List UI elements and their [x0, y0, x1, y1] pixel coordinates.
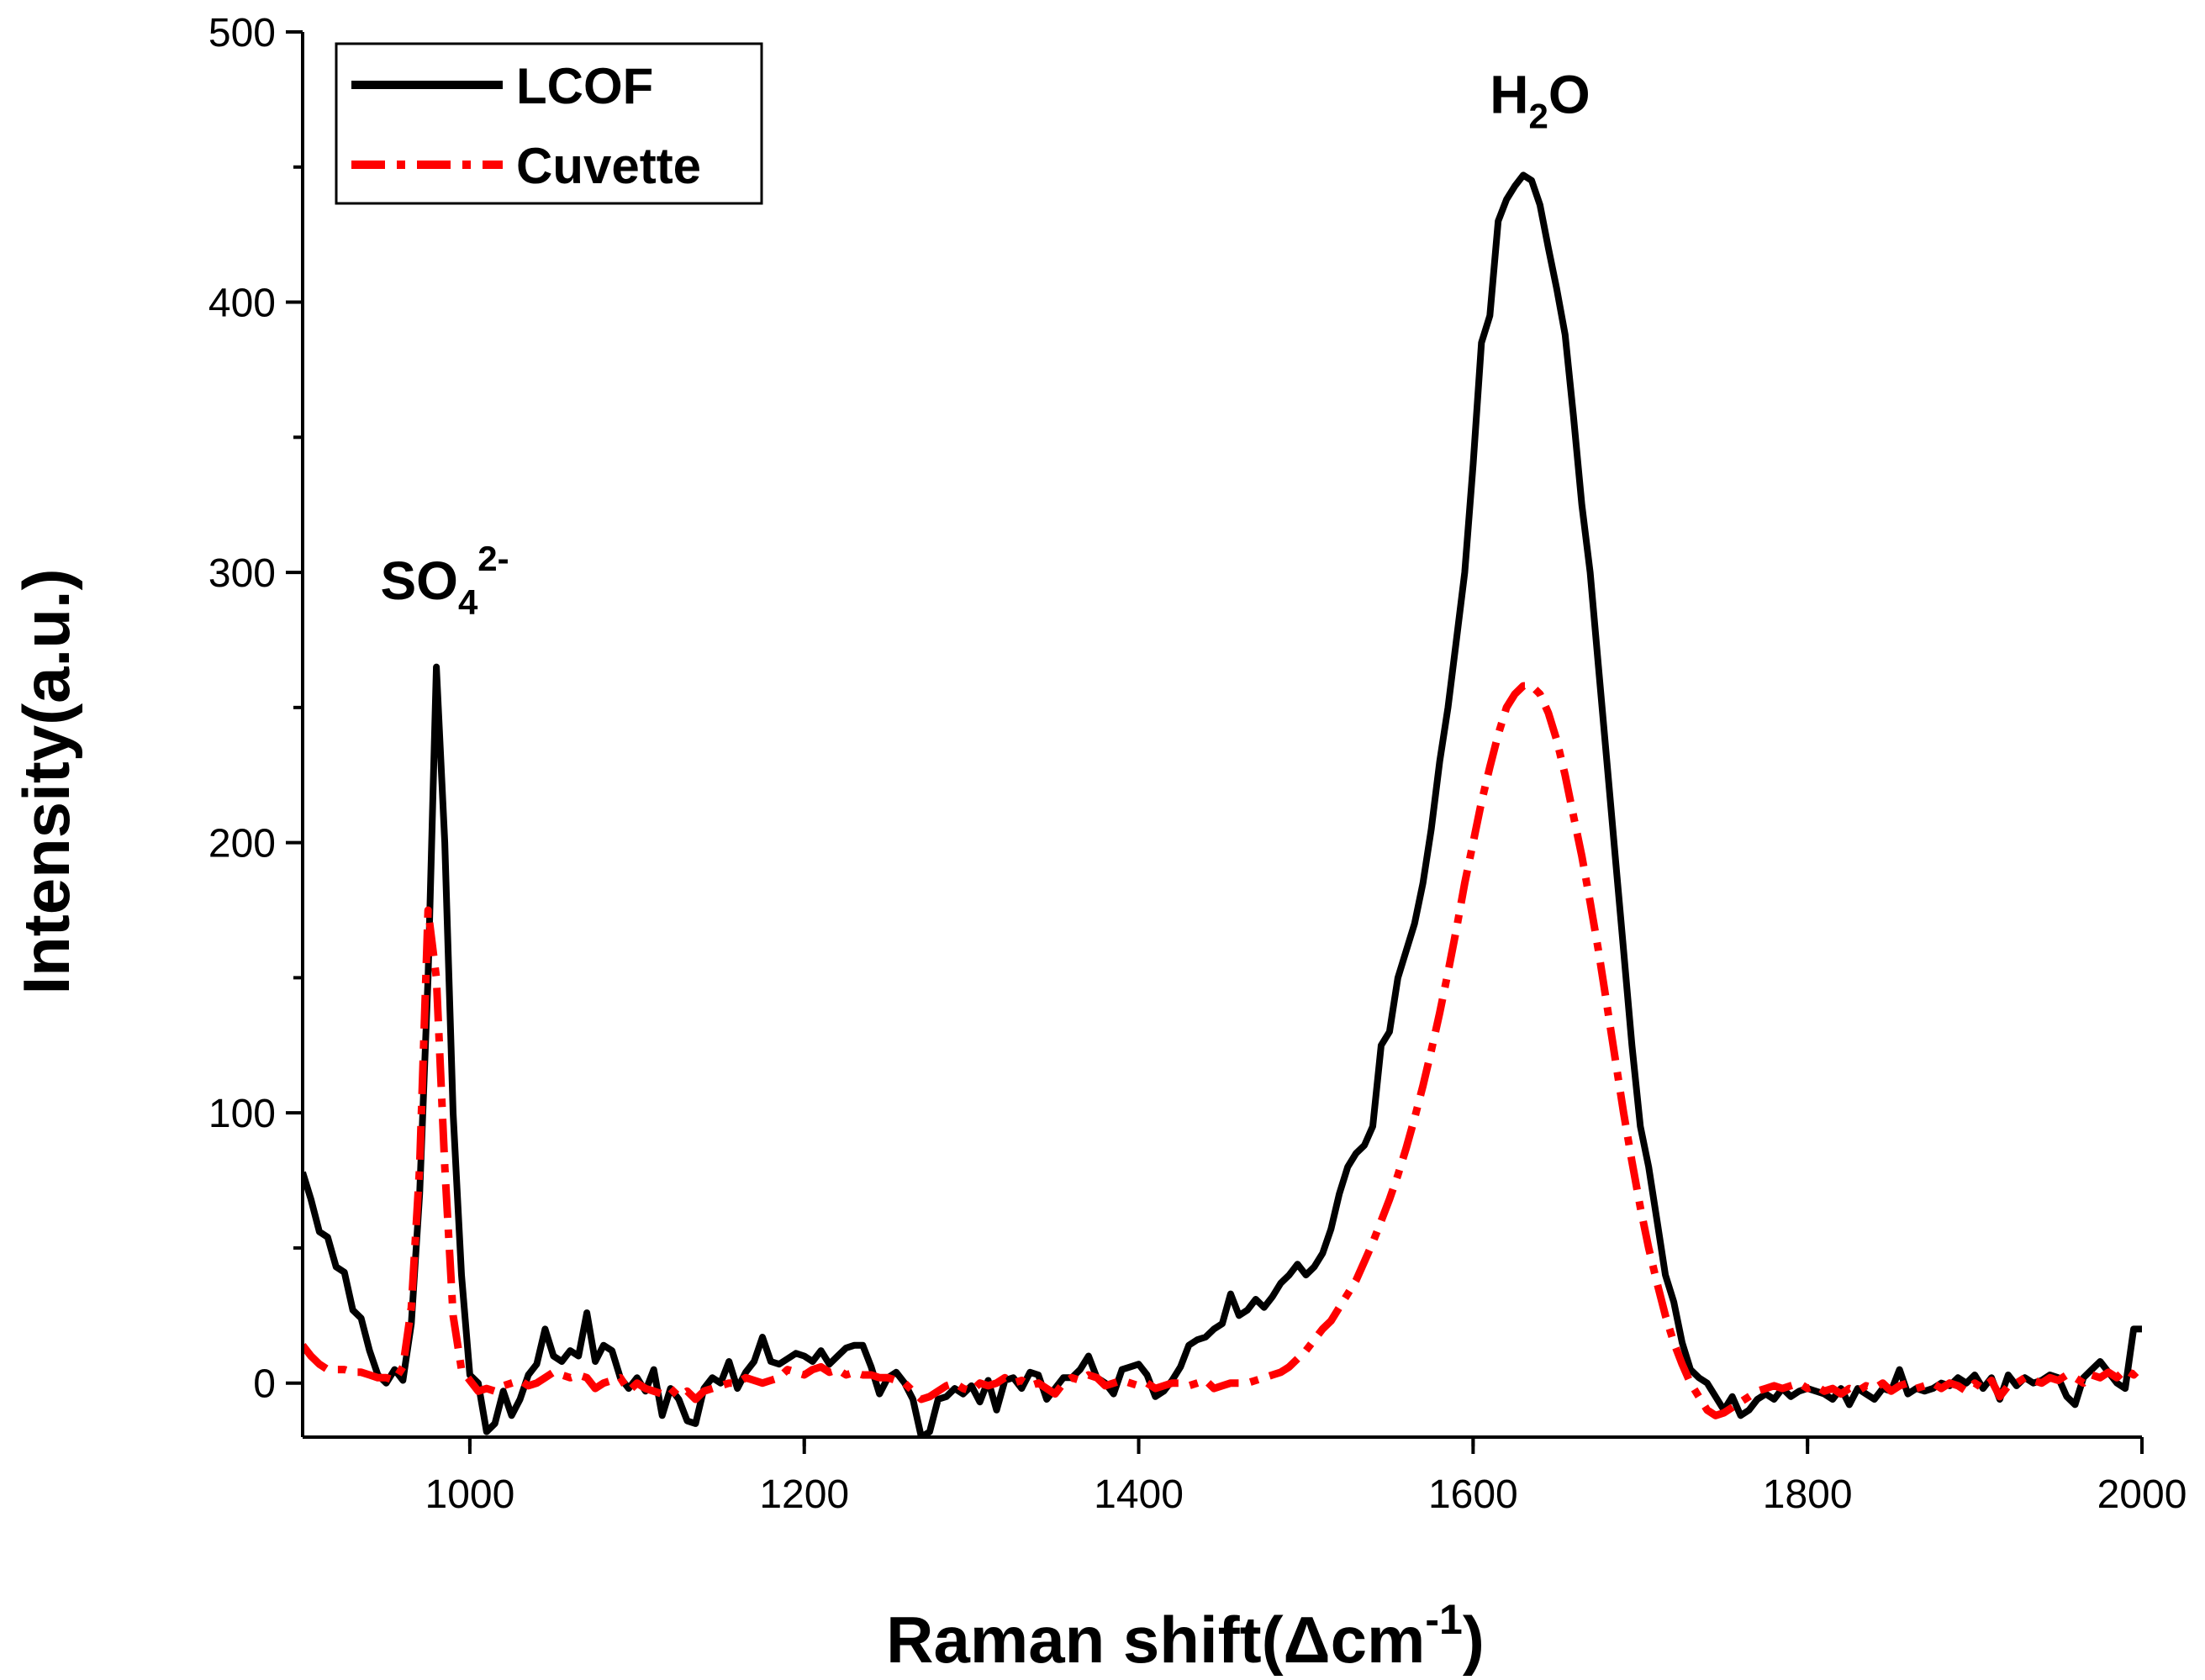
- axes-frame: [301, 32, 2142, 1439]
- x-axis-title-sup: -1: [1425, 1596, 1462, 1643]
- legend-box: [335, 42, 763, 205]
- water-peak-label: H2O: [1490, 64, 1590, 135]
- y-tick-label: 300: [208, 551, 276, 596]
- y-axis-title: Intensity(a.u.): [9, 568, 83, 994]
- x-tick-label: 1200: [759, 1472, 849, 1517]
- y-tick-label: 100: [208, 1092, 276, 1136]
- series-line-lcof: [303, 171, 2142, 1439]
- water-label-rest: O: [1548, 64, 1590, 124]
- plot-area: [303, 171, 2142, 1439]
- y-tick-label: 400: [208, 282, 276, 326]
- series-line-cuvette: [303, 682, 2142, 1419]
- water-label-base: H: [1490, 64, 1528, 124]
- legend: LCOF Cuvette: [335, 42, 763, 205]
- x-tick-label: 1600: [1428, 1472, 1518, 1517]
- x-axis-title-main: Raman shift(Δcm: [886, 1603, 1425, 1677]
- x-tick-label: 1400: [1094, 1472, 1184, 1517]
- x-tick-label: 1800: [1763, 1472, 1853, 1517]
- y-tick-label: 200: [208, 822, 276, 866]
- x-tick-label: 1000: [425, 1472, 515, 1517]
- peak-annotations: SO4 2- H2O: [380, 64, 1590, 622]
- legend-label-lcof: LCOF: [516, 58, 653, 114]
- x-tick-label: 2000: [2097, 1472, 2187, 1517]
- water-label-sub: 2: [1528, 96, 1548, 135]
- x-axis-title: Raman shift(Δcm-1): [886, 1596, 1485, 1677]
- x-axis-title-close: ): [1463, 1603, 1485, 1677]
- sulfate-label-sub: 4: [458, 582, 478, 622]
- y-tick-label: 500: [208, 11, 276, 55]
- y-tick-label: 0: [253, 1362, 276, 1407]
- legend-label-cuvette: Cuvette: [516, 138, 701, 194]
- sulfate-label-sup: 2-: [477, 539, 509, 578]
- axis-ticks: 0 100 200 300 400 500 1000 1200 1400 1600 1800 2000: [208, 11, 2187, 1517]
- sulfate-peak-label: SO4 2-: [380, 539, 509, 622]
- sulfate-label-base: SO: [380, 550, 457, 611]
